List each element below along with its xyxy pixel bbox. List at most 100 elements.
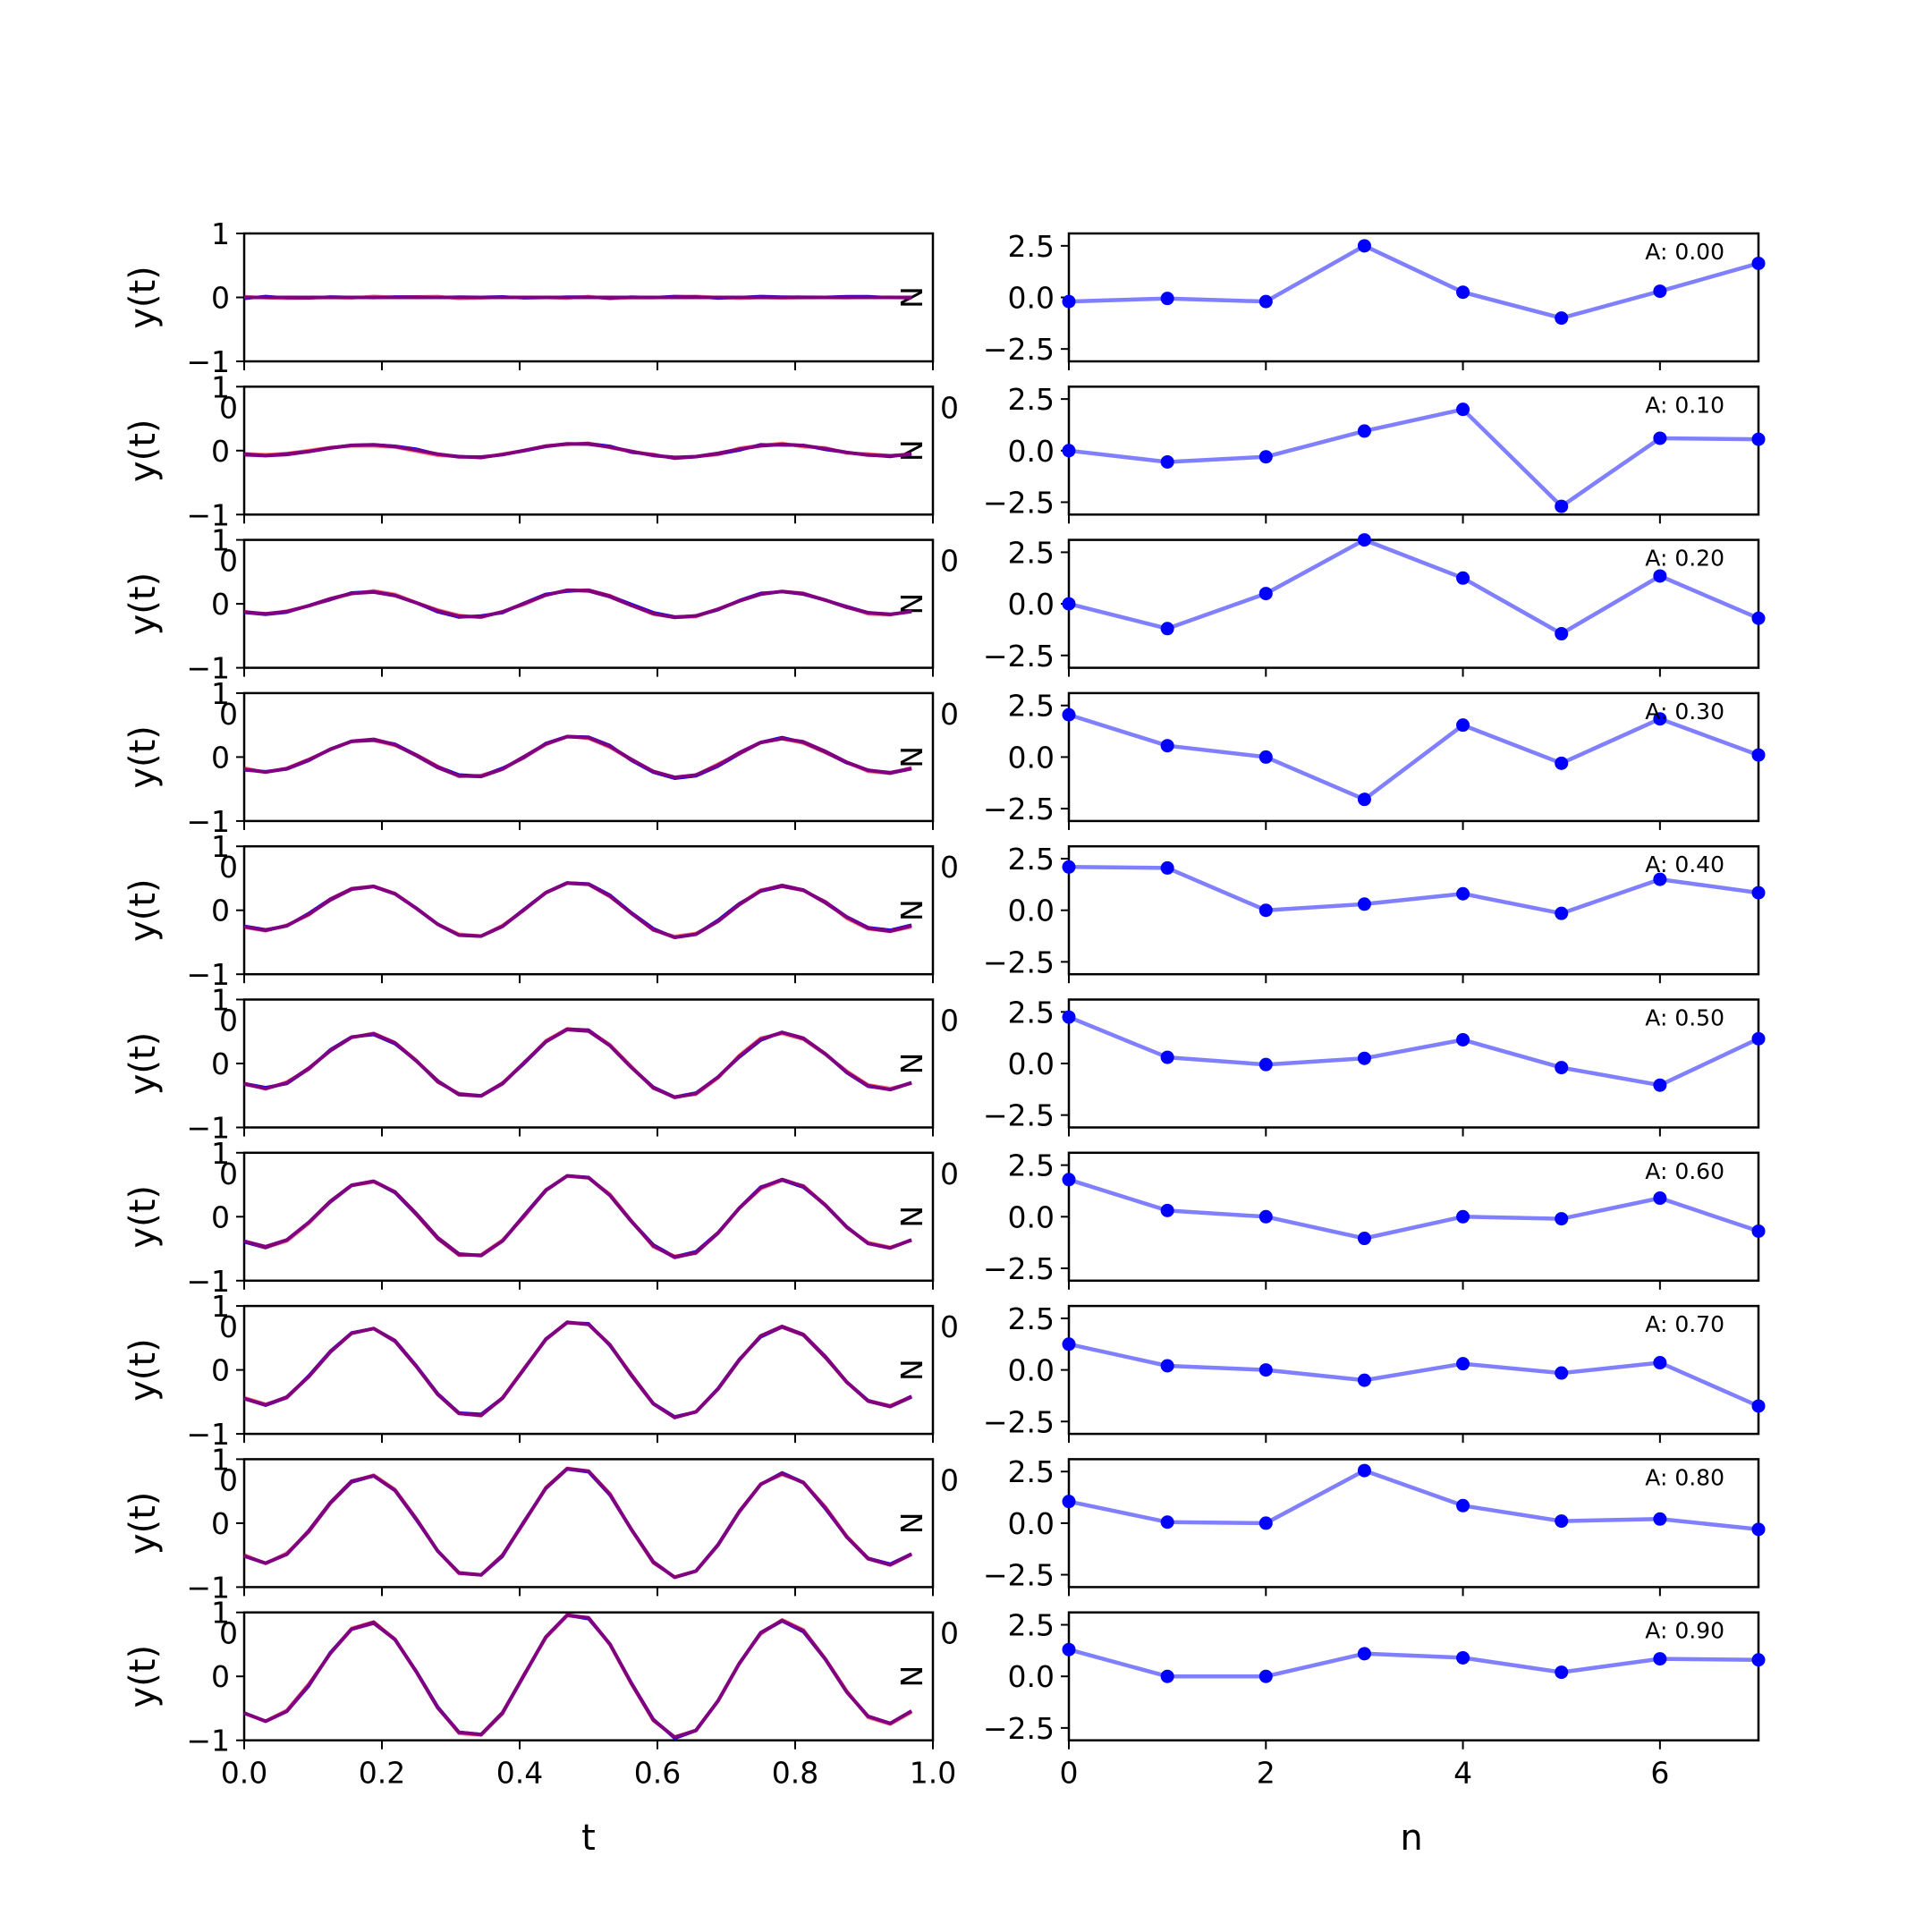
right-series-point bbox=[1555, 1061, 1569, 1075]
right-series-line bbox=[1068, 407, 1759, 509]
right-series-point bbox=[1258, 1057, 1273, 1072]
left-y-tick-label: 0 bbox=[211, 740, 230, 775]
right-y-tick-label: 0.0 bbox=[1008, 434, 1055, 469]
left-trace-purple bbox=[243, 442, 912, 460]
right-series-point bbox=[1555, 1665, 1569, 1680]
right-panel-6: 2.5 0.0 −2.5 A: 0.60 bbox=[983, 1148, 1766, 1290]
left-y-tick-label: 0 bbox=[211, 1199, 230, 1234]
right-annotation: A: 0.90 bbox=[1645, 1618, 1724, 1644]
right-series-point bbox=[1751, 748, 1766, 762]
right-panel-8: 2.5 0.0 −2.5 A: 0.80 bbox=[983, 1454, 1766, 1597]
left-panel-frame bbox=[242, 1458, 935, 1589]
right-series-point bbox=[1555, 311, 1569, 326]
right-panel-frame bbox=[1067, 998, 1760, 1129]
right-series-point bbox=[1160, 1669, 1174, 1683]
right-series-point bbox=[1555, 906, 1569, 920]
right-series-line bbox=[1068, 243, 1759, 320]
right-series-point bbox=[1160, 1050, 1174, 1064]
left-panel-frame bbox=[242, 538, 935, 669]
left-trace-purple bbox=[243, 1467, 913, 1580]
right-series-point bbox=[1653, 1356, 1667, 1370]
left-x-tick-label: 1.0 bbox=[910, 1756, 956, 1791]
right-series-point bbox=[1357, 533, 1371, 547]
right-y-tick-label: −2.5 bbox=[983, 1558, 1055, 1593]
right-y-tick-label: 2.5 bbox=[1008, 1148, 1055, 1183]
right-series-point bbox=[1258, 1363, 1273, 1377]
left-overlap-text: 0 bbox=[219, 1157, 238, 1191]
left-y-tick-label: 1 bbox=[211, 523, 230, 558]
left-y-tick-label: 1 bbox=[211, 676, 230, 711]
right-panel-3: 2.5 0.0 −2.5 A: 0.30 bbox=[983, 689, 1766, 830]
right-y-tick-label: 2.5 bbox=[1008, 995, 1055, 1030]
right-series-line bbox=[1068, 712, 1759, 801]
right-series-point bbox=[1258, 450, 1273, 464]
right-series-point bbox=[1751, 1224, 1766, 1238]
right-panel-frame bbox=[1067, 1151, 1760, 1283]
right-series-point bbox=[1062, 444, 1076, 458]
left-y-axis-label: y(t) bbox=[123, 1645, 164, 1708]
right-series-point bbox=[1357, 792, 1371, 807]
right-y-tick-label: 2.5 bbox=[1008, 689, 1055, 724]
left-y-tick-label: −1 bbox=[186, 1264, 230, 1299]
right-panel-4: 2.5 0.0 −2.5 A: 0.40 bbox=[983, 842, 1766, 984]
left-y-tick-label: 0 bbox=[211, 894, 230, 928]
left-y-tick-label: 0 bbox=[211, 1353, 230, 1388]
right-series-point bbox=[1456, 1032, 1470, 1046]
left-overlap-text: 0 bbox=[219, 1462, 238, 1497]
left-overlap-text-right: 0 bbox=[940, 1462, 959, 1497]
left-trace-purple bbox=[243, 1028, 912, 1099]
right-y-tick-label: 2.5 bbox=[1008, 229, 1055, 264]
right-series-point bbox=[1258, 750, 1273, 764]
left-y-tick-label: −1 bbox=[186, 1111, 230, 1146]
left-y-tick-label: −1 bbox=[186, 1417, 230, 1452]
left-y-tick-label: 0 bbox=[211, 281, 230, 316]
right-y-tick-label: 2.5 bbox=[1008, 1454, 1055, 1489]
left-overlap-text-right: 0 bbox=[940, 697, 959, 732]
right-panel-2: 2.5 0.0 −2.5 A: 0.20 bbox=[983, 533, 1766, 677]
right-annotation: A: 0.00 bbox=[1645, 239, 1724, 265]
right-y-tick-label: 2.5 bbox=[1008, 842, 1055, 877]
left-panel-6: 10−10 0y(t) N bbox=[123, 1136, 959, 1299]
right-y-tick-label: 2.5 bbox=[1008, 1301, 1055, 1336]
right-series-point bbox=[1062, 1173, 1076, 1187]
right-series-point bbox=[1160, 454, 1174, 469]
right-x-tick-label: 0 bbox=[1060, 1756, 1079, 1791]
right-series-point bbox=[1751, 1031, 1766, 1046]
right-series-point bbox=[1555, 1212, 1569, 1226]
left-panel-frame bbox=[242, 844, 935, 976]
left-y-axis-label: y(t) bbox=[123, 725, 164, 789]
right-y-tick-label: −2.5 bbox=[983, 332, 1055, 367]
right-series-line bbox=[1068, 865, 1759, 916]
right-series-point bbox=[1357, 897, 1371, 911]
right-series-line bbox=[1068, 1015, 1759, 1088]
right-series-point bbox=[1555, 627, 1569, 641]
right-series-point bbox=[1653, 1191, 1667, 1206]
right-series-point bbox=[1062, 1642, 1076, 1657]
left-overlap-text: 0 bbox=[219, 697, 238, 732]
right-annotation: A: 0.10 bbox=[1645, 392, 1724, 418]
right-y-tick-label: 0.0 bbox=[1008, 1506, 1055, 1541]
left-y-tick-label: −1 bbox=[186, 497, 230, 532]
right-y-tick-label: 0.0 bbox=[1008, 1199, 1055, 1234]
right-series-line bbox=[1068, 1342, 1759, 1409]
right-series-point bbox=[1258, 1516, 1273, 1530]
right-series-point bbox=[1456, 285, 1470, 300]
right-series-point bbox=[1555, 756, 1569, 770]
left-y-tick-label: −1 bbox=[186, 651, 230, 686]
right-series-point bbox=[1555, 1514, 1569, 1529]
left-y-tick-label: 0 bbox=[211, 1046, 230, 1081]
left-panel-5: 10−10 0y(t) N bbox=[123, 983, 959, 1146]
left-y-axis-label: y(t) bbox=[123, 419, 164, 483]
right-series-point bbox=[1160, 1359, 1174, 1373]
left-trace-purple bbox=[243, 588, 912, 620]
right-series-line bbox=[1068, 1468, 1759, 1532]
left-x-tick-label: 0.2 bbox=[359, 1756, 405, 1791]
right-series-point bbox=[1456, 718, 1470, 733]
right-panel-frame bbox=[1067, 1304, 1760, 1436]
right-series-point bbox=[1357, 1463, 1371, 1478]
left-edge-label: N bbox=[894, 1206, 929, 1228]
left-trace-purple bbox=[243, 734, 912, 780]
left-edge-label: N bbox=[894, 1053, 929, 1075]
right-series-point bbox=[1062, 294, 1076, 309]
